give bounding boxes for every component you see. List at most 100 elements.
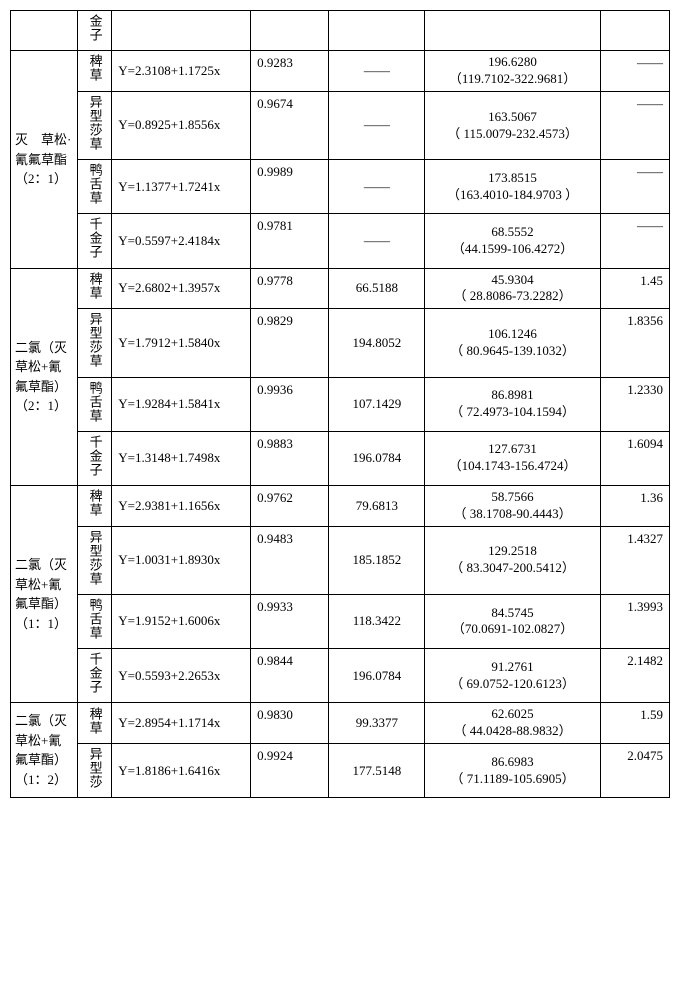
e1-cell: 196.0784 bbox=[329, 649, 425, 703]
table-row: 异型莎草 Y=0.8925+1.8556x 0.9674 —— 163.5067… bbox=[11, 91, 670, 159]
e2-cell: 196.6280（119.7102-322.9681） bbox=[425, 51, 601, 92]
table-row: 鸭舌草 Y=1.9284+1.5841x 0.9936 107.1429 86.… bbox=[11, 377, 670, 431]
e2-cell: 86.8981（ 72.4973-104.1594） bbox=[425, 377, 601, 431]
treatment-cell: 二氯（灭草松+氰氟草酯）（2：1） bbox=[11, 268, 78, 485]
r-cell: 0.9989 bbox=[251, 160, 329, 214]
weed-cell: 鸭舌草 bbox=[77, 377, 111, 431]
e1-cell: —— bbox=[329, 91, 425, 159]
e2-cell: 127.6731（104.1743-156.4724） bbox=[425, 431, 601, 485]
e3-cell: 2.1482 bbox=[600, 649, 669, 703]
weed-label: 鸭舌草 bbox=[85, 381, 103, 423]
e2-cell bbox=[425, 11, 601, 51]
equation-cell: Y=2.9381+1.1656x bbox=[112, 485, 251, 526]
weed-cell: 稗草 bbox=[77, 51, 111, 92]
e1-cell: 107.1429 bbox=[329, 377, 425, 431]
weed-label: 异型莎草 bbox=[85, 95, 103, 151]
e2-cell: 91.2761（ 69.0752-120.6123） bbox=[425, 649, 601, 703]
r-cell: 0.9883 bbox=[251, 431, 329, 485]
equation-cell: Y=0.8925+1.8556x bbox=[112, 91, 251, 159]
table-row: 千金子 Y=0.5593+2.2653x 0.9844 196.0784 91.… bbox=[11, 649, 670, 703]
data-table: 金子 灭 草松·氰氟草酯（2：1） 稗草 Y=2.3108+1.1725x 0.… bbox=[10, 10, 670, 798]
weed-label: 鸭舌草 bbox=[85, 163, 103, 205]
e3-cell: 1.4327 bbox=[600, 526, 669, 594]
e1-cell: 79.6813 bbox=[329, 485, 425, 526]
e1-cell: 196.0784 bbox=[329, 431, 425, 485]
table-row: 异型莎 Y=1.8186+1.6416x 0.9924 177.5148 86.… bbox=[11, 744, 670, 798]
weed-label: 异型莎 bbox=[85, 747, 103, 789]
weed-label: 鸭舌草 bbox=[85, 598, 103, 640]
weed-label: 稗草 bbox=[85, 54, 103, 82]
r-cell: 0.9844 bbox=[251, 649, 329, 703]
table-row: 二氯（灭草松+氰氟草酯）（1：2） 稗草 Y=2.8954+1.1714x 0.… bbox=[11, 703, 670, 744]
equation-cell: Y=2.6802+1.3957x bbox=[112, 268, 251, 309]
e3-cell: —— bbox=[600, 51, 669, 92]
r-cell bbox=[251, 11, 329, 51]
weed-cell: 千金子 bbox=[77, 431, 111, 485]
e3-cell: —— bbox=[600, 91, 669, 159]
r-cell: 0.9283 bbox=[251, 51, 329, 92]
treatment-cell: 灭 草松·氰氟草酯（2：1） bbox=[11, 51, 78, 268]
table-row: 金子 bbox=[11, 11, 670, 51]
r-cell: 0.9830 bbox=[251, 703, 329, 744]
treatment-cell: 二氯（灭草松+氰氟草酯）（1：2） bbox=[11, 703, 78, 798]
weed-cell: 异型莎草 bbox=[77, 91, 111, 159]
e1-cell: 118.3422 bbox=[329, 594, 425, 648]
table-row: 异型莎草 Y=1.0031+1.8930x 0.9483 185.1852 12… bbox=[11, 526, 670, 594]
table-row: 异型莎草 Y=1.7912+1.5840x 0.9829 194.8052 10… bbox=[11, 309, 670, 377]
weed-cell: 异型莎 bbox=[77, 744, 111, 798]
e1-cell: 177.5148 bbox=[329, 744, 425, 798]
weed-cell: 稗草 bbox=[77, 268, 111, 309]
table-row: 灭 草松·氰氟草酯（2：1） 稗草 Y=2.3108+1.1725x 0.928… bbox=[11, 51, 670, 92]
e1-cell: 66.5188 bbox=[329, 268, 425, 309]
e3-cell: 1.2330 bbox=[600, 377, 669, 431]
e1-cell: —— bbox=[329, 160, 425, 214]
e3-cell: 1.8356 bbox=[600, 309, 669, 377]
table-row: 鸭舌草 Y=1.9152+1.6006x 0.9933 118.3422 84.… bbox=[11, 594, 670, 648]
e3-cell: 1.6094 bbox=[600, 431, 669, 485]
weed-label: 千金子 bbox=[85, 435, 103, 477]
e1-cell: —— bbox=[329, 214, 425, 268]
weed-cell: 鸭舌草 bbox=[77, 594, 111, 648]
weed-label: 千金子 bbox=[85, 652, 103, 694]
e3-cell bbox=[600, 11, 669, 51]
equation-cell: Y=1.9152+1.6006x bbox=[112, 594, 251, 648]
r-cell: 0.9483 bbox=[251, 526, 329, 594]
e1-cell: 194.8052 bbox=[329, 309, 425, 377]
weed-cell: 异型莎草 bbox=[77, 526, 111, 594]
e3-cell: —— bbox=[600, 214, 669, 268]
r-cell: 0.9933 bbox=[251, 594, 329, 648]
e1-cell bbox=[329, 11, 425, 51]
weed-cell: 异型莎草 bbox=[77, 309, 111, 377]
e2-cell: 45.9304（ 28.8086-73.2282） bbox=[425, 268, 601, 309]
table-row: 鸭舌草 Y=1.1377+1.7241x 0.9989 —— 173.8515（… bbox=[11, 160, 670, 214]
e2-cell: 173.8515（163.4010-184.9703 ） bbox=[425, 160, 601, 214]
r-cell: 0.9781 bbox=[251, 214, 329, 268]
weed-cell: 稗草 bbox=[77, 703, 111, 744]
r-cell: 0.9936 bbox=[251, 377, 329, 431]
table-row: 二氯（灭草松+氰氟草酯）（2：1） 稗草 Y=2.6802+1.3957x 0.… bbox=[11, 268, 670, 309]
e2-cell: 129.2518（ 83.3047-200.5412） bbox=[425, 526, 601, 594]
e2-cell: 84.5745（70.0691-102.0827） bbox=[425, 594, 601, 648]
e1-cell: 185.1852 bbox=[329, 526, 425, 594]
treatment-cell: 二氯（灭草松+氰氟草酯）（1：1） bbox=[11, 485, 78, 702]
r-cell: 0.9674 bbox=[251, 91, 329, 159]
table-row: 千金子 Y=1.3148+1.7498x 0.9883 196.0784 127… bbox=[11, 431, 670, 485]
equation-cell: Y=1.7912+1.5840x bbox=[112, 309, 251, 377]
weed-label: 稗草 bbox=[85, 489, 103, 517]
weed-cell: 金子 bbox=[77, 11, 111, 51]
e2-cell: 68.5552（44.1599-106.4272） bbox=[425, 214, 601, 268]
weed-label: 异型莎草 bbox=[85, 312, 103, 368]
e3-cell: 1.36 bbox=[600, 485, 669, 526]
table-row: 千金子 Y=0.5597+2.4184x 0.9781 —— 68.5552（4… bbox=[11, 214, 670, 268]
r-cell: 0.9762 bbox=[251, 485, 329, 526]
table-row: 二氯（灭草松+氰氟草酯）（1：1） 稗草 Y=2.9381+1.1656x 0.… bbox=[11, 485, 670, 526]
equation-cell: Y=2.3108+1.1725x bbox=[112, 51, 251, 92]
e3-cell: 1.59 bbox=[600, 703, 669, 744]
weed-label: 金子 bbox=[85, 14, 103, 42]
weed-label: 千金子 bbox=[85, 217, 103, 259]
e2-cell: 86.6983（ 71.1189-105.6905） bbox=[425, 744, 601, 798]
weed-label: 稗草 bbox=[85, 707, 103, 735]
equation-cell: Y=2.8954+1.1714x bbox=[112, 703, 251, 744]
e2-cell: 62.6025（ 44.0428-88.9832） bbox=[425, 703, 601, 744]
equation-cell bbox=[112, 11, 251, 51]
